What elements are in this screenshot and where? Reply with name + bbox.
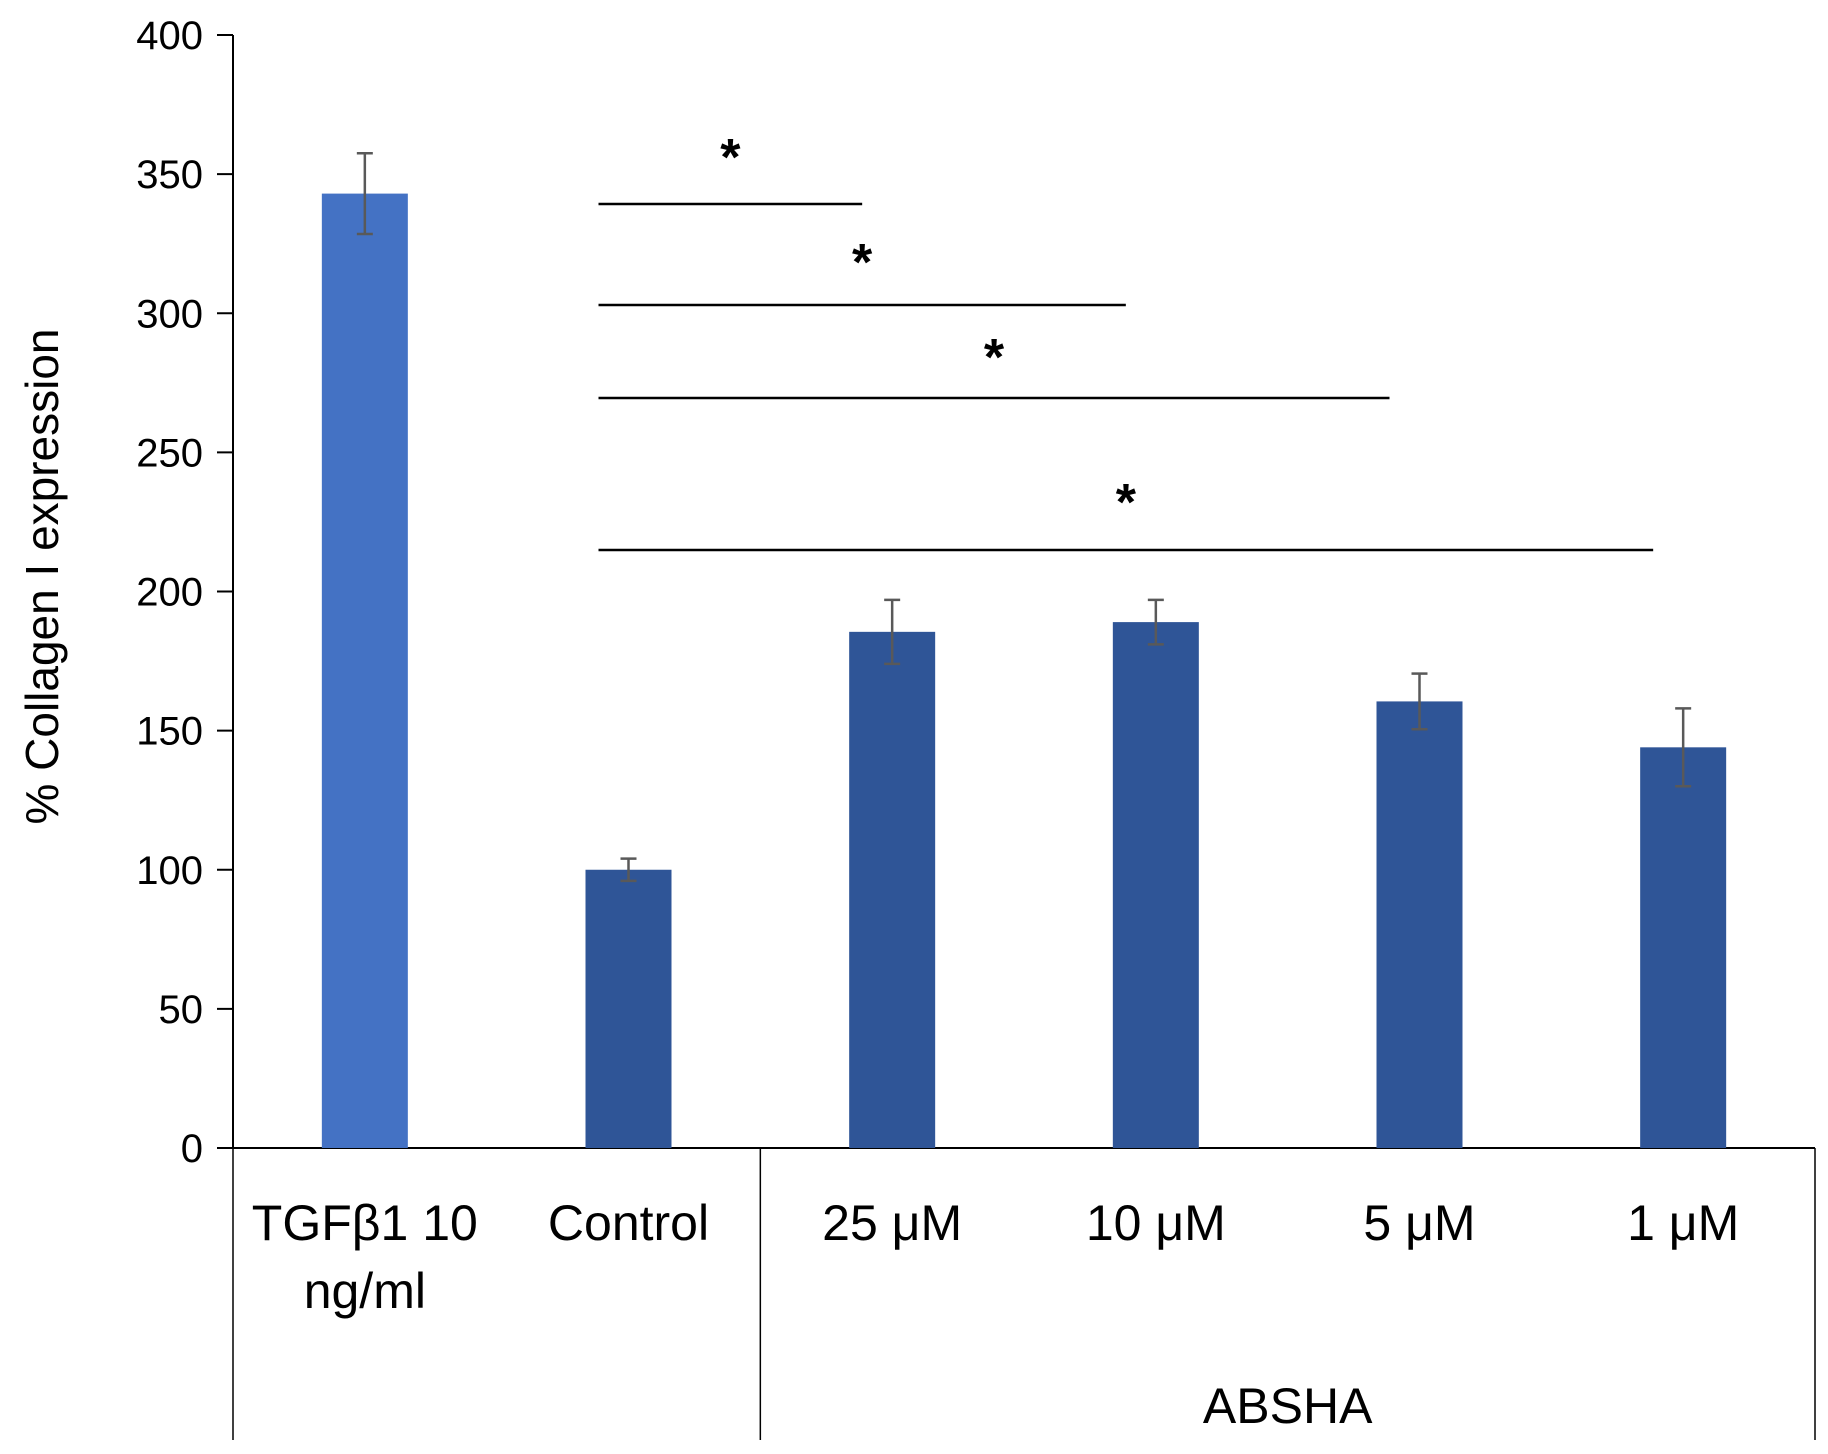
- group-label: ABSHA: [1203, 1378, 1373, 1434]
- plot-area: 0 50 100 150 200 250 300 350 400 TGFβ1 10 ng/ml Con…: [136, 14, 1816, 1440]
- y-tick-label: 200: [136, 571, 203, 615]
- bar: [1640, 747, 1727, 1148]
- bar: [1112, 622, 1199, 1148]
- x-tick-label: 1 μM: [1627, 1195, 1739, 1251]
- y-tick-label: 150: [136, 710, 203, 754]
- significance-star: *: [1116, 474, 1137, 532]
- y-axis-title: % Collagen I expression: [16, 328, 68, 824]
- x-tick-label: 5 μM: [1363, 1195, 1475, 1251]
- bar: [1376, 701, 1463, 1148]
- y-tick-label: 0: [181, 1127, 203, 1171]
- significance-star: *: [852, 234, 873, 292]
- y-tick-label: 50: [159, 988, 204, 1032]
- x-tick-label: Control: [548, 1195, 709, 1251]
- y-tick-label: 400: [136, 14, 203, 58]
- bar: [849, 631, 936, 1148]
- bar: [321, 193, 408, 1149]
- y-tick-label: 250: [136, 431, 203, 475]
- x-tick-label: 10 μM: [1086, 1195, 1226, 1251]
- y-tick-label: 350: [136, 153, 203, 197]
- x-tick-label: 25 μM: [822, 1195, 962, 1251]
- x-tick-label: TGFβ1 10 ng/ml: [252, 1195, 478, 1319]
- bar: [585, 869, 672, 1148]
- y-tick-label: 300: [136, 292, 203, 336]
- y-tick-label: 100: [136, 849, 203, 893]
- significance-star: *: [984, 329, 1005, 387]
- significance-star: *: [720, 129, 741, 187]
